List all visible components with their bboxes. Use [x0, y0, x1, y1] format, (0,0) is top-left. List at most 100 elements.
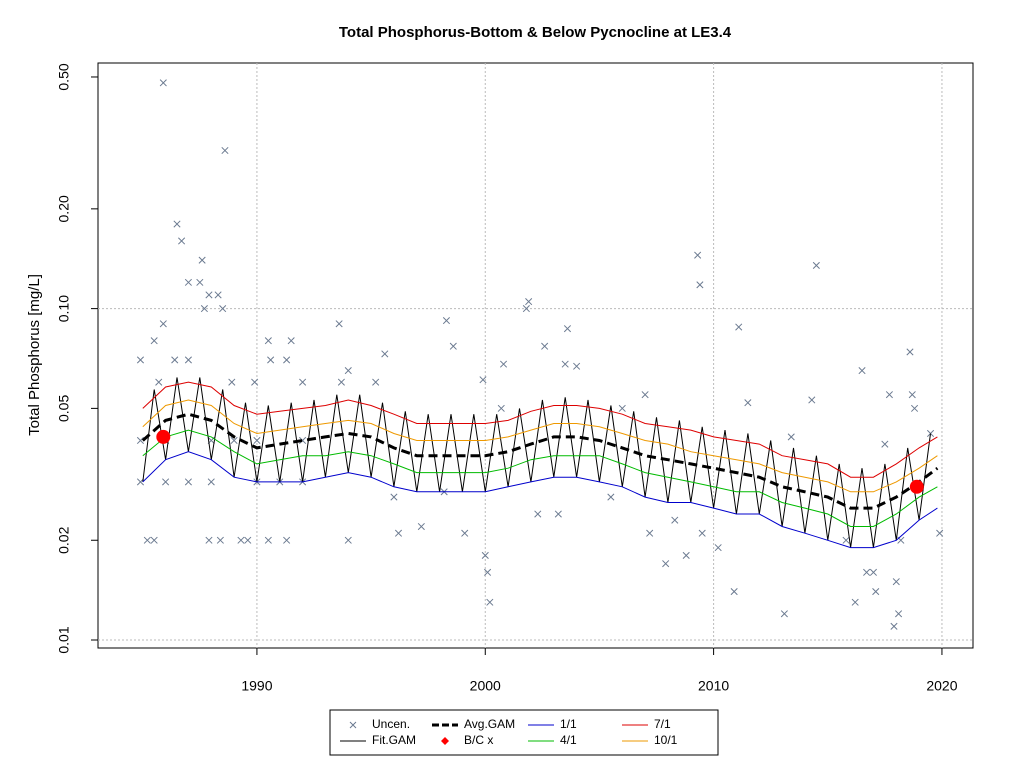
- x-tick-label: 2000: [470, 678, 501, 694]
- data-point: [198, 256, 206, 264]
- data-point: [251, 378, 259, 386]
- legend-box: [329, 709, 719, 756]
- data-point: [162, 478, 170, 486]
- data-point: [159, 320, 167, 328]
- y-tick-label: 0.05: [56, 395, 72, 422]
- data-point: [337, 378, 345, 386]
- legend-symbol: [441, 737, 449, 745]
- data-point: [787, 433, 795, 441]
- data-point: [207, 478, 215, 486]
- data-point: [178, 237, 186, 245]
- series-line: [142, 429, 938, 527]
- data-point: [143, 536, 151, 544]
- data-point: [264, 536, 272, 544]
- y-tick-label: 0.10: [56, 295, 72, 322]
- data-point: [908, 391, 916, 399]
- series-line: [142, 399, 938, 493]
- data-point: [136, 436, 145, 445]
- data-point: [730, 588, 738, 596]
- y-axis-label: Total Phosphorus [mg/L]: [26, 274, 43, 436]
- data-point: [682, 551, 690, 559]
- bc-point: [156, 429, 171, 444]
- data-point: [283, 536, 291, 544]
- data-point: [561, 360, 569, 368]
- y-tick-label: 0.01: [56, 626, 72, 653]
- data-point: [662, 560, 670, 568]
- data-point: [497, 404, 505, 412]
- data-point: [780, 610, 788, 618]
- data-point: [390, 493, 398, 501]
- data-point: [214, 291, 222, 299]
- data-point: [869, 568, 877, 576]
- legend-label: Uncen.: [372, 717, 410, 731]
- data-point: [205, 291, 213, 299]
- data-point: [696, 281, 704, 289]
- data-point: [641, 391, 649, 399]
- y-tick-label: 0.50: [56, 63, 72, 90]
- data-point: [221, 146, 229, 155]
- data-point: [372, 378, 380, 386]
- data-point: [541, 342, 549, 350]
- data-point: [205, 536, 213, 544]
- data-point: [394, 529, 403, 537]
- data-point: [486, 598, 494, 606]
- x-tick-label: 2010: [698, 678, 729, 694]
- data-point: [449, 342, 457, 350]
- data-point: [216, 536, 224, 544]
- data-point: [155, 378, 163, 386]
- legend-label: 10/1: [654, 733, 678, 747]
- data-point: [299, 436, 307, 445]
- data-point: [159, 79, 167, 87]
- data-point: [299, 378, 307, 386]
- data-point: [863, 568, 871, 576]
- legend-label: 1/1: [560, 717, 577, 731]
- data-point: [184, 356, 192, 364]
- data-point: [267, 356, 275, 364]
- data-point: [442, 317, 451, 325]
- data-point: [895, 610, 903, 618]
- data-point: [196, 278, 204, 286]
- data-point: [618, 404, 626, 412]
- data-point: [858, 367, 866, 375]
- data-point: [910, 404, 919, 412]
- series-line: [142, 377, 931, 548]
- series-line: [142, 451, 938, 549]
- data-point: [483, 568, 492, 576]
- data-point: [499, 360, 508, 368]
- data-point: [851, 598, 859, 606]
- data-point: [264, 337, 272, 345]
- data-point: [892, 578, 900, 586]
- series-line: [141, 412, 939, 510]
- data-point: [563, 325, 572, 333]
- data-point: [184, 478, 192, 486]
- data-point: [646, 529, 654, 537]
- data-point: [171, 356, 179, 364]
- data-point: [554, 510, 562, 518]
- data-point: [842, 536, 850, 544]
- data-point: [926, 429, 935, 438]
- bc-point: [909, 479, 924, 494]
- data-point: [219, 305, 227, 313]
- series-line: [142, 381, 938, 478]
- data-point: [714, 544, 722, 552]
- data-point: [287, 337, 295, 345]
- data-point: [344, 536, 352, 544]
- data-point: [184, 278, 192, 286]
- legend-label: 4/1: [560, 733, 577, 747]
- data-point: [335, 320, 343, 328]
- legend-label: 7/1: [654, 717, 671, 731]
- data-point: [481, 551, 489, 559]
- data-point: [607, 493, 615, 501]
- data-point: [525, 298, 533, 306]
- data-point: [244, 536, 252, 544]
- data-point: [344, 367, 352, 375]
- x-tick-label: 1990: [241, 678, 272, 694]
- data-point: [522, 305, 530, 313]
- data-point: [906, 348, 914, 356]
- data-point: [872, 588, 880, 596]
- data-point: [200, 305, 208, 313]
- data-point: [237, 536, 245, 544]
- data-point: [136, 356, 145, 364]
